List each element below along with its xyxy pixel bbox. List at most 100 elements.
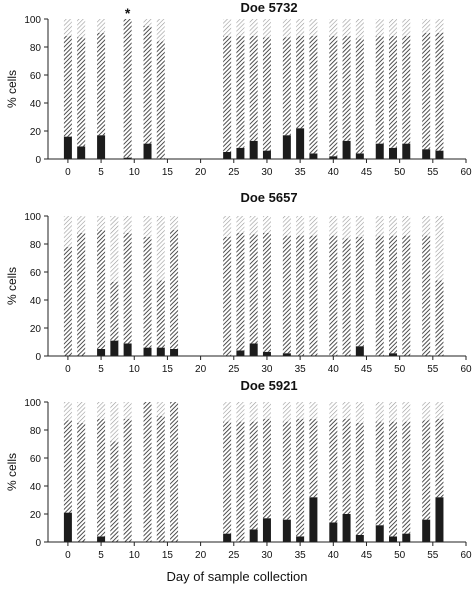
bar-segment-light-hatch (402, 216, 411, 236)
bar-segment-dense-hatch (143, 237, 152, 348)
y-tick-label: 80 (30, 43, 42, 54)
bar-segment-light-hatch (110, 402, 119, 442)
bar-segment-dense-hatch (402, 421, 411, 534)
bar-segment-solid-black (77, 146, 86, 159)
bar-segment-solid-black (262, 351, 271, 356)
x-tick-label: 25 (228, 167, 240, 178)
bar-segment-light-hatch (355, 402, 364, 423)
bar-segment-dense-hatch (77, 232, 86, 356)
y-tick-label: 60 (30, 71, 42, 82)
bar-segment-solid-black (389, 147, 398, 159)
x-tick-label: 50 (394, 167, 406, 178)
bar-segment-light-hatch (236, 402, 245, 422)
bar-segment-solid-black (170, 349, 179, 356)
bar-segment-light-hatch (355, 19, 364, 39)
x-tick-label: 25 (228, 550, 240, 561)
bar-segment-solid-black (296, 536, 305, 542)
bar-segment-solid-black (97, 349, 106, 356)
bar-segment-light-hatch (77, 19, 86, 38)
bar-segment-solid-black (329, 522, 338, 542)
bar-segment-light-hatch (236, 19, 245, 36)
bar-segment-dense-hatch (236, 232, 245, 351)
bar-segment-light-hatch (342, 19, 351, 36)
bar-segment-dense-hatch (223, 237, 232, 356)
bar-segment-solid-black (435, 497, 444, 542)
bar-segment-light-hatch (156, 402, 165, 416)
bar-segment-dense-hatch (329, 235, 338, 356)
bar-segment-light-hatch (389, 402, 398, 422)
bar-segment-dense-hatch (156, 41, 165, 159)
bar-segment-dense-hatch (97, 230, 106, 349)
bar-segment-light-hatch (402, 402, 411, 422)
bar-segment-solid-black (262, 518, 271, 542)
x-tick-label: 40 (328, 364, 340, 375)
bar-segment-light-hatch (143, 19, 152, 26)
bar-segment-dense-hatch (143, 26, 152, 144)
bar-segment-dense-hatch (262, 232, 271, 352)
bar-segment-solid-black (249, 343, 258, 356)
bar-segment-light-hatch (97, 19, 106, 33)
bar-segment-light-hatch (435, 216, 444, 281)
bar-segment-dense-hatch (342, 238, 351, 356)
chart-title: Doe 5921 (240, 378, 297, 393)
bar-segment-dense-hatch (375, 35, 384, 144)
bar-segment-dense-hatch (355, 237, 364, 347)
x-tick-label: 30 (261, 167, 273, 178)
bar-segment-light-hatch (249, 19, 258, 36)
bar-segment-dense-hatch (402, 35, 411, 144)
bar-segment-solid-black (375, 525, 384, 542)
bar-segment-dense-hatch (249, 35, 258, 141)
x-tick-label: 55 (427, 364, 439, 375)
bar-segment-dense-hatch (422, 33, 431, 150)
bar-segment-solid-black (282, 135, 291, 159)
bar-segment-dense-hatch (262, 418, 271, 519)
bar-segment-light-hatch (329, 19, 338, 36)
bar-segment-solid-black (355, 346, 364, 356)
x-tick-label: 15 (162, 167, 174, 178)
bar-segment-dense-hatch (223, 35, 232, 152)
bar-segment-dense-hatch (342, 418, 351, 514)
y-tick-label: 60 (30, 268, 42, 279)
x-tick-label: 0 (65, 167, 71, 178)
bar-segment-light-hatch (342, 216, 351, 239)
y-tick-label: 20 (30, 127, 42, 138)
bar-segment-light-hatch (110, 216, 119, 282)
bar-segment-dense-hatch (309, 418, 318, 498)
bar-segment-solid-black (223, 533, 232, 542)
bar-segment-light-hatch (223, 19, 232, 36)
bar-segment-light-hatch (223, 216, 232, 237)
bar-segment-solid-black (236, 350, 245, 356)
x-tick-label: 0 (65, 550, 71, 561)
bar-segment-dense-hatch (355, 423, 364, 535)
x-tick-label: 0 (65, 364, 71, 375)
y-axis-label: % cells (5, 70, 19, 108)
bar-segment-dense-hatch (123, 19, 132, 158)
bar-segment-light-hatch (422, 19, 431, 33)
x-tick-label: 30 (261, 364, 273, 375)
bar-segment-solid-black (97, 135, 106, 159)
y-tick-label: 40 (30, 482, 42, 493)
bar-segment-solid-black (143, 143, 152, 159)
y-tick-label: 0 (35, 352, 41, 363)
bar-segment-light-hatch (435, 19, 444, 33)
bar-segment-solid-black (329, 156, 338, 159)
bar-segment-light-hatch (156, 19, 165, 42)
y-tick-label: 40 (30, 99, 42, 110)
bar-segment-light-hatch (309, 19, 318, 36)
x-tick-label: 20 (195, 167, 207, 178)
bar-segment-solid-black (156, 347, 165, 356)
bar-segment-dense-hatch (262, 37, 271, 151)
x-axis-label: Day of sample collection (166, 569, 308, 584)
bar-segment-light-hatch (143, 216, 152, 237)
bar-segment-dense-hatch (282, 235, 291, 354)
x-tick-label: 30 (261, 550, 273, 561)
y-tick-label: 100 (24, 15, 41, 26)
bar-segment-light-hatch (282, 402, 291, 422)
bar-segment-light-hatch (262, 402, 271, 419)
y-tick-label: 0 (35, 155, 41, 166)
x-tick-label: 10 (129, 364, 141, 375)
bar-segment-solid-black (236, 147, 245, 159)
bar-segment-light-hatch (296, 19, 305, 36)
y-tick-label: 20 (30, 324, 42, 335)
